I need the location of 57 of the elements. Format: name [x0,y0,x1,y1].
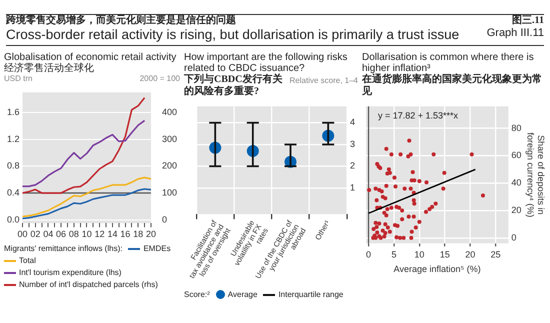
x-tick-label: 00 [18,229,28,240]
chart-title: Globalisation of economic retail activity 经济零售活动全球化 [4,52,178,74]
y-tick-label: 0.0 [6,214,20,224]
y-tick-label: 4 [350,117,356,128]
chart-subtitle: 下列与CBDC发行有关的风险有多重要? [184,74,284,98]
x-tick-label: 20 [465,249,476,260]
text: Cross-border retail activity is rising, but dollarisation is primarily a trust issue [6,27,460,42]
y-tick-label: 3 [350,138,356,149]
y-tick-label: 2 [350,160,356,171]
chart-title: Dollarisation is common where there is higher inflation³ [362,52,534,74]
chart-subtitle: 在通货膨胀率高的国家美元化现象更为常见 [362,74,543,98]
text: Interquartile range [278,290,344,299]
text: 图三.11 [511,15,544,27]
x-tick-label: 15 [440,249,450,260]
y-axis-title: Relative score, 1–4 [290,76,358,86]
x-tick-label: 14 [107,229,118,240]
legend-label: Number of int'l dispatched parcels (rhs) [19,280,158,289]
x-tick-label: 10 [82,229,92,240]
x-tick-label: 20 [146,229,156,240]
x-tick-label: 25 [490,249,501,260]
x-tick-label: 04 [43,229,54,240]
x-tick-label: 0 [366,249,372,260]
y2-tick-label: 100 [162,188,178,198]
legend-title: Score:² [184,290,210,300]
y-tick-label: 20 [511,205,522,216]
legend-title: Migrants' remittance inflows (lhs): [4,244,122,254]
x-tick-label: 06 [56,229,66,240]
x-tick-label: 16 [120,229,130,240]
legend-label: Total [19,256,36,265]
x-tick-label: 08 [68,229,79,240]
legend-label: Average [228,290,258,299]
y-tick-label: 0.8 [6,160,20,171]
x-tick-label: 18 [133,229,144,240]
text: Graph III.11 [486,27,544,39]
x-tick-label: 5 [391,249,396,260]
annotation: y = 17.82 + 1.53***x [378,110,459,120]
y-tick-label: 40 [511,178,522,188]
y-tick-label: 60 [511,150,522,160]
y-tick-label: 1 [350,182,356,193]
legend-label: Int'l tourism expenditure (lhs) [19,268,122,277]
x-axis-title: Average inflation⁵ (%) [394,264,481,274]
y-axis-title: Share of deposits in foreign currency⁴ (%) [525,132,546,218]
legend-label: EMDEs [143,244,171,253]
y2-tick-label: 400 [162,107,178,118]
y2-axis-title: 2000 = 100 [140,74,180,84]
y-tick-label: 1.2 [6,134,20,144]
y-tick-label: 1.6 [6,107,20,118]
y-tick-label: 0.4 [6,188,20,198]
y-axis-title: USD trn [4,74,32,84]
y2-tick-label: 300 [162,134,178,144]
x-tick-label: 02 [30,229,40,240]
chart-title: How important are the following risks related to CBDC issuance? [184,52,348,74]
x-tick-label: 12 [94,229,105,240]
y-tick-label: 80 [511,122,522,133]
x-tick-label: 10 [414,249,424,260]
text: 跨境零售交易增多，而美元化则主要是是信任的问题 [6,15,237,27]
y2-tick-label: 200 [162,160,178,171]
